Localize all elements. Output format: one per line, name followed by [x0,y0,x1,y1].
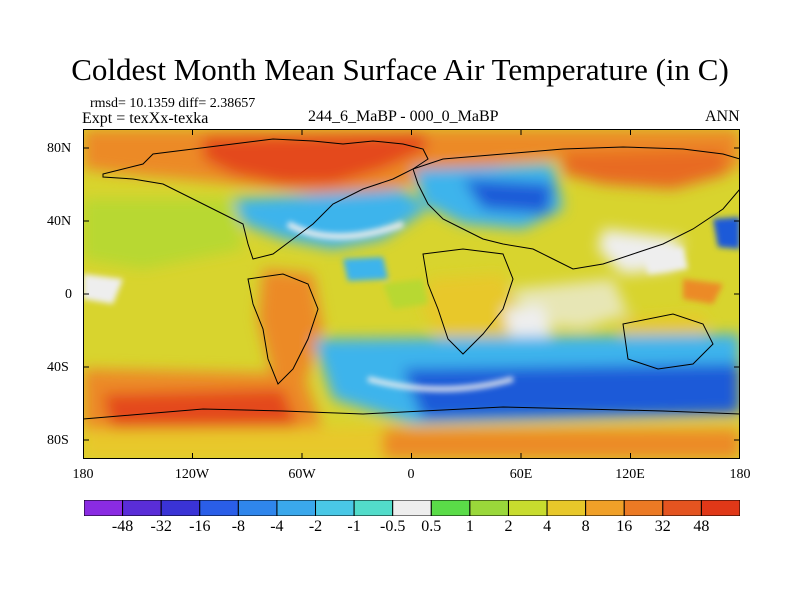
colorbar [84,500,740,516]
colorbar-label: -1 [347,518,361,535]
outline-north-america [102,138,429,260]
colorbar-swatch [623,500,664,516]
experiment-label: Expt = texXx-texka [82,110,209,127]
colorbar-swatch [122,500,162,516]
colorbar-label: -2 [308,518,323,535]
lon-label-60w: 60W [288,467,316,482]
colorbar-swatch [353,500,394,516]
outline-south-america [247,273,319,385]
lon-label-120e: 120E [615,467,645,482]
colorbar-label: -48 [111,518,134,535]
lat-label-80n: 80N [47,141,72,156]
outline-eurasia [412,146,740,270]
continent-outlines [83,138,740,420]
outline-africa [422,248,514,355]
temperature-map [83,129,740,459]
lon-label-120w: 120W [174,467,210,482]
season-label: ANN [705,108,740,125]
lon-label-60e: 60E [509,467,533,482]
map-canvas [83,129,740,459]
lon-label-180-east: 180 [729,467,751,482]
colorbar-label: -16 [189,518,211,535]
lon-label-0: 0 [407,467,415,482]
colorbar-swatch [392,500,432,516]
colorbar-swatch [469,500,509,516]
colorbar-swatch [199,500,239,516]
colorbar-swatch [662,500,702,516]
colorbar-label: 0.5 [421,518,442,535]
map-title: Coldest Month Mean Surface Air Temperatu… [71,52,729,87]
axis-ticks [83,129,740,459]
colorbar-label: -4 [270,518,284,535]
lat-label-40s: 40S [47,360,69,375]
colorbar-swatch [430,500,471,516]
colorbar-swatch [160,500,201,516]
outline-antarctica [83,406,740,420]
outline-australia [622,313,714,370]
colorbar-label: 8 [581,518,590,535]
period-difference-label: 244_6_MaBP - 000_0_MaBP [308,108,499,125]
colorbar-label: -8 [231,518,246,535]
colorbar-label: 16 [616,518,633,535]
colorbar-swatch [276,500,317,516]
lat-label-80s: 80S [47,433,69,448]
detail-field [83,217,740,392]
colorbar-label: -32 [150,518,172,535]
lon-label-180-west: 180 [72,467,94,482]
lat-label-equator: 0 [65,287,72,302]
lat-label-40n: 40N [47,214,72,229]
colorbar-label: 1 [465,518,474,535]
colorbar-swatch [315,500,355,516]
colorbar-swatch [237,500,278,516]
colorbar-swatch [546,500,587,516]
rmsd-diff-stats: rmsd= 10.1359 diff= 2.38657 [90,96,256,111]
colorbar-label: 48 [693,518,710,535]
colorbar-swatch [700,500,740,516]
colorbar-label: 32 [654,518,671,535]
colorbar-label: -0.5 [380,518,406,535]
colorbar-swatch [585,500,625,516]
colorbar-swatch [507,500,548,516]
colorbar-label: 4 [543,518,552,535]
colorbar-swatch [84,500,124,516]
colorbar-label: 2 [504,518,513,535]
